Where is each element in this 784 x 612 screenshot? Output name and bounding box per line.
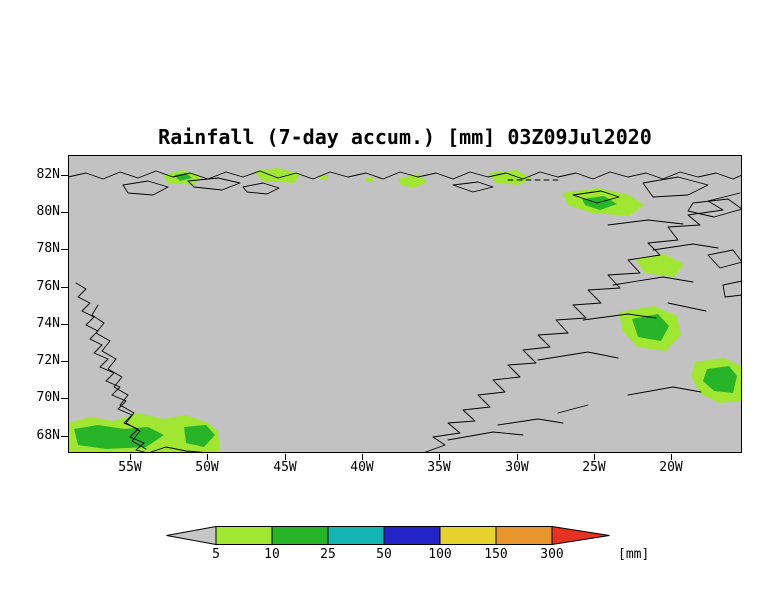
- tick-mark: [61, 361, 68, 362]
- y-tick-label-74n: 74N: [36, 316, 60, 331]
- coastline-east-islands: [642, 176, 743, 298]
- coastline-east-fjords: [447, 243, 719, 441]
- tick-mark: [594, 454, 595, 460]
- tick-mark: [61, 287, 68, 288]
- coastline-east: [422, 192, 741, 454]
- sea-land-background: [68, 155, 742, 453]
- y-tick-label-72n: 72N: [36, 353, 60, 368]
- colorbar-label-5: 5: [212, 547, 220, 562]
- colorbar-seg-10-25: [271, 526, 329, 545]
- y-tick-label-76n: 76N: [36, 279, 60, 294]
- y-tick-label-78n: 78N: [36, 241, 60, 256]
- x-tick-label-30w: 30W: [505, 460, 529, 475]
- rain-patch-north1-core: [174, 173, 192, 181]
- rain-patch-sw-core2: [184, 425, 215, 447]
- colorbar-unit-label: [mm]: [618, 547, 650, 562]
- tick-mark: [61, 324, 68, 325]
- x-tick-label-40w: 40W: [350, 460, 374, 475]
- tick-mark: [61, 398, 68, 399]
- rainfall-patches: [68, 168, 742, 453]
- colorbar-label-300: 300: [540, 547, 564, 562]
- tick-mark: [207, 454, 208, 460]
- rain-patch-east2-core: [632, 314, 669, 341]
- map-svg: [67, 155, 743, 454]
- rain-patch-north4: [488, 170, 531, 185]
- tick-mark: [671, 454, 672, 460]
- colorbar: [166, 526, 610, 545]
- coastline-north: [67, 170, 743, 180]
- colorbar-seg-150-300: [495, 526, 553, 545]
- tick-mark: [130, 454, 131, 460]
- map-plot: [67, 155, 743, 454]
- y-tick-label-80n: 80N: [36, 204, 60, 219]
- tick-mark: [362, 454, 363, 460]
- colorbar-seg-100-150: [439, 526, 497, 545]
- tick-mark: [61, 175, 68, 176]
- x-tick-label-20w: 20W: [659, 460, 683, 475]
- colorbar-label-10: 10: [264, 547, 280, 562]
- colorbar-seg-50-100: [383, 526, 441, 545]
- y-tick-label-82n: 82N: [36, 167, 60, 182]
- rain-speck2: [366, 178, 373, 182]
- tick-mark: [517, 454, 518, 460]
- rain-patch-scoresby-core: [703, 366, 737, 393]
- map-frame-border: [68, 155, 742, 453]
- colorbar-right-arrow: [551, 526, 610, 545]
- tick-mark: [439, 454, 440, 460]
- chart-title: Rainfall (7-day accum.) [mm] 03Z09Jul202…: [158, 125, 652, 149]
- y-tick-label-68n: 68N: [36, 428, 60, 443]
- coastline-north-islands: [122, 177, 684, 226]
- tick-mark: [285, 454, 286, 460]
- tick-mark: [61, 436, 68, 437]
- x-tick-label-35w: 35W: [427, 460, 451, 475]
- coastline-west: [75, 282, 149, 454]
- rain-patch-north2: [253, 168, 300, 183]
- colorbar-seg-25-50: [327, 526, 385, 545]
- x-tick-label-45w: 45W: [273, 460, 297, 475]
- colorbar-label-100: 100: [428, 547, 452, 562]
- coastline-west-fjords: [91, 304, 147, 450]
- x-tick-label-55w: 55W: [118, 460, 142, 475]
- rain-patch-east1: [635, 254, 684, 277]
- rain-speck1: [320, 175, 328, 180]
- y-tick-label-70n: 70N: [36, 390, 60, 405]
- colorbar-label-50: 50: [376, 547, 392, 562]
- colorbar-left-arrow: [166, 526, 217, 545]
- rain-patch-sw-core: [74, 425, 164, 449]
- tick-mark: [61, 212, 68, 213]
- tick-mark: [61, 249, 68, 250]
- x-tick-label-25w: 25W: [582, 460, 606, 475]
- colorbar-label-150: 150: [484, 547, 508, 562]
- x-tick-label-50w: 50W: [195, 460, 219, 475]
- rain-patch-north3: [398, 174, 427, 188]
- colorbar-seg-5-10: [215, 526, 273, 545]
- colorbar-label-25: 25: [320, 547, 336, 562]
- coastlines: [67, 170, 743, 454]
